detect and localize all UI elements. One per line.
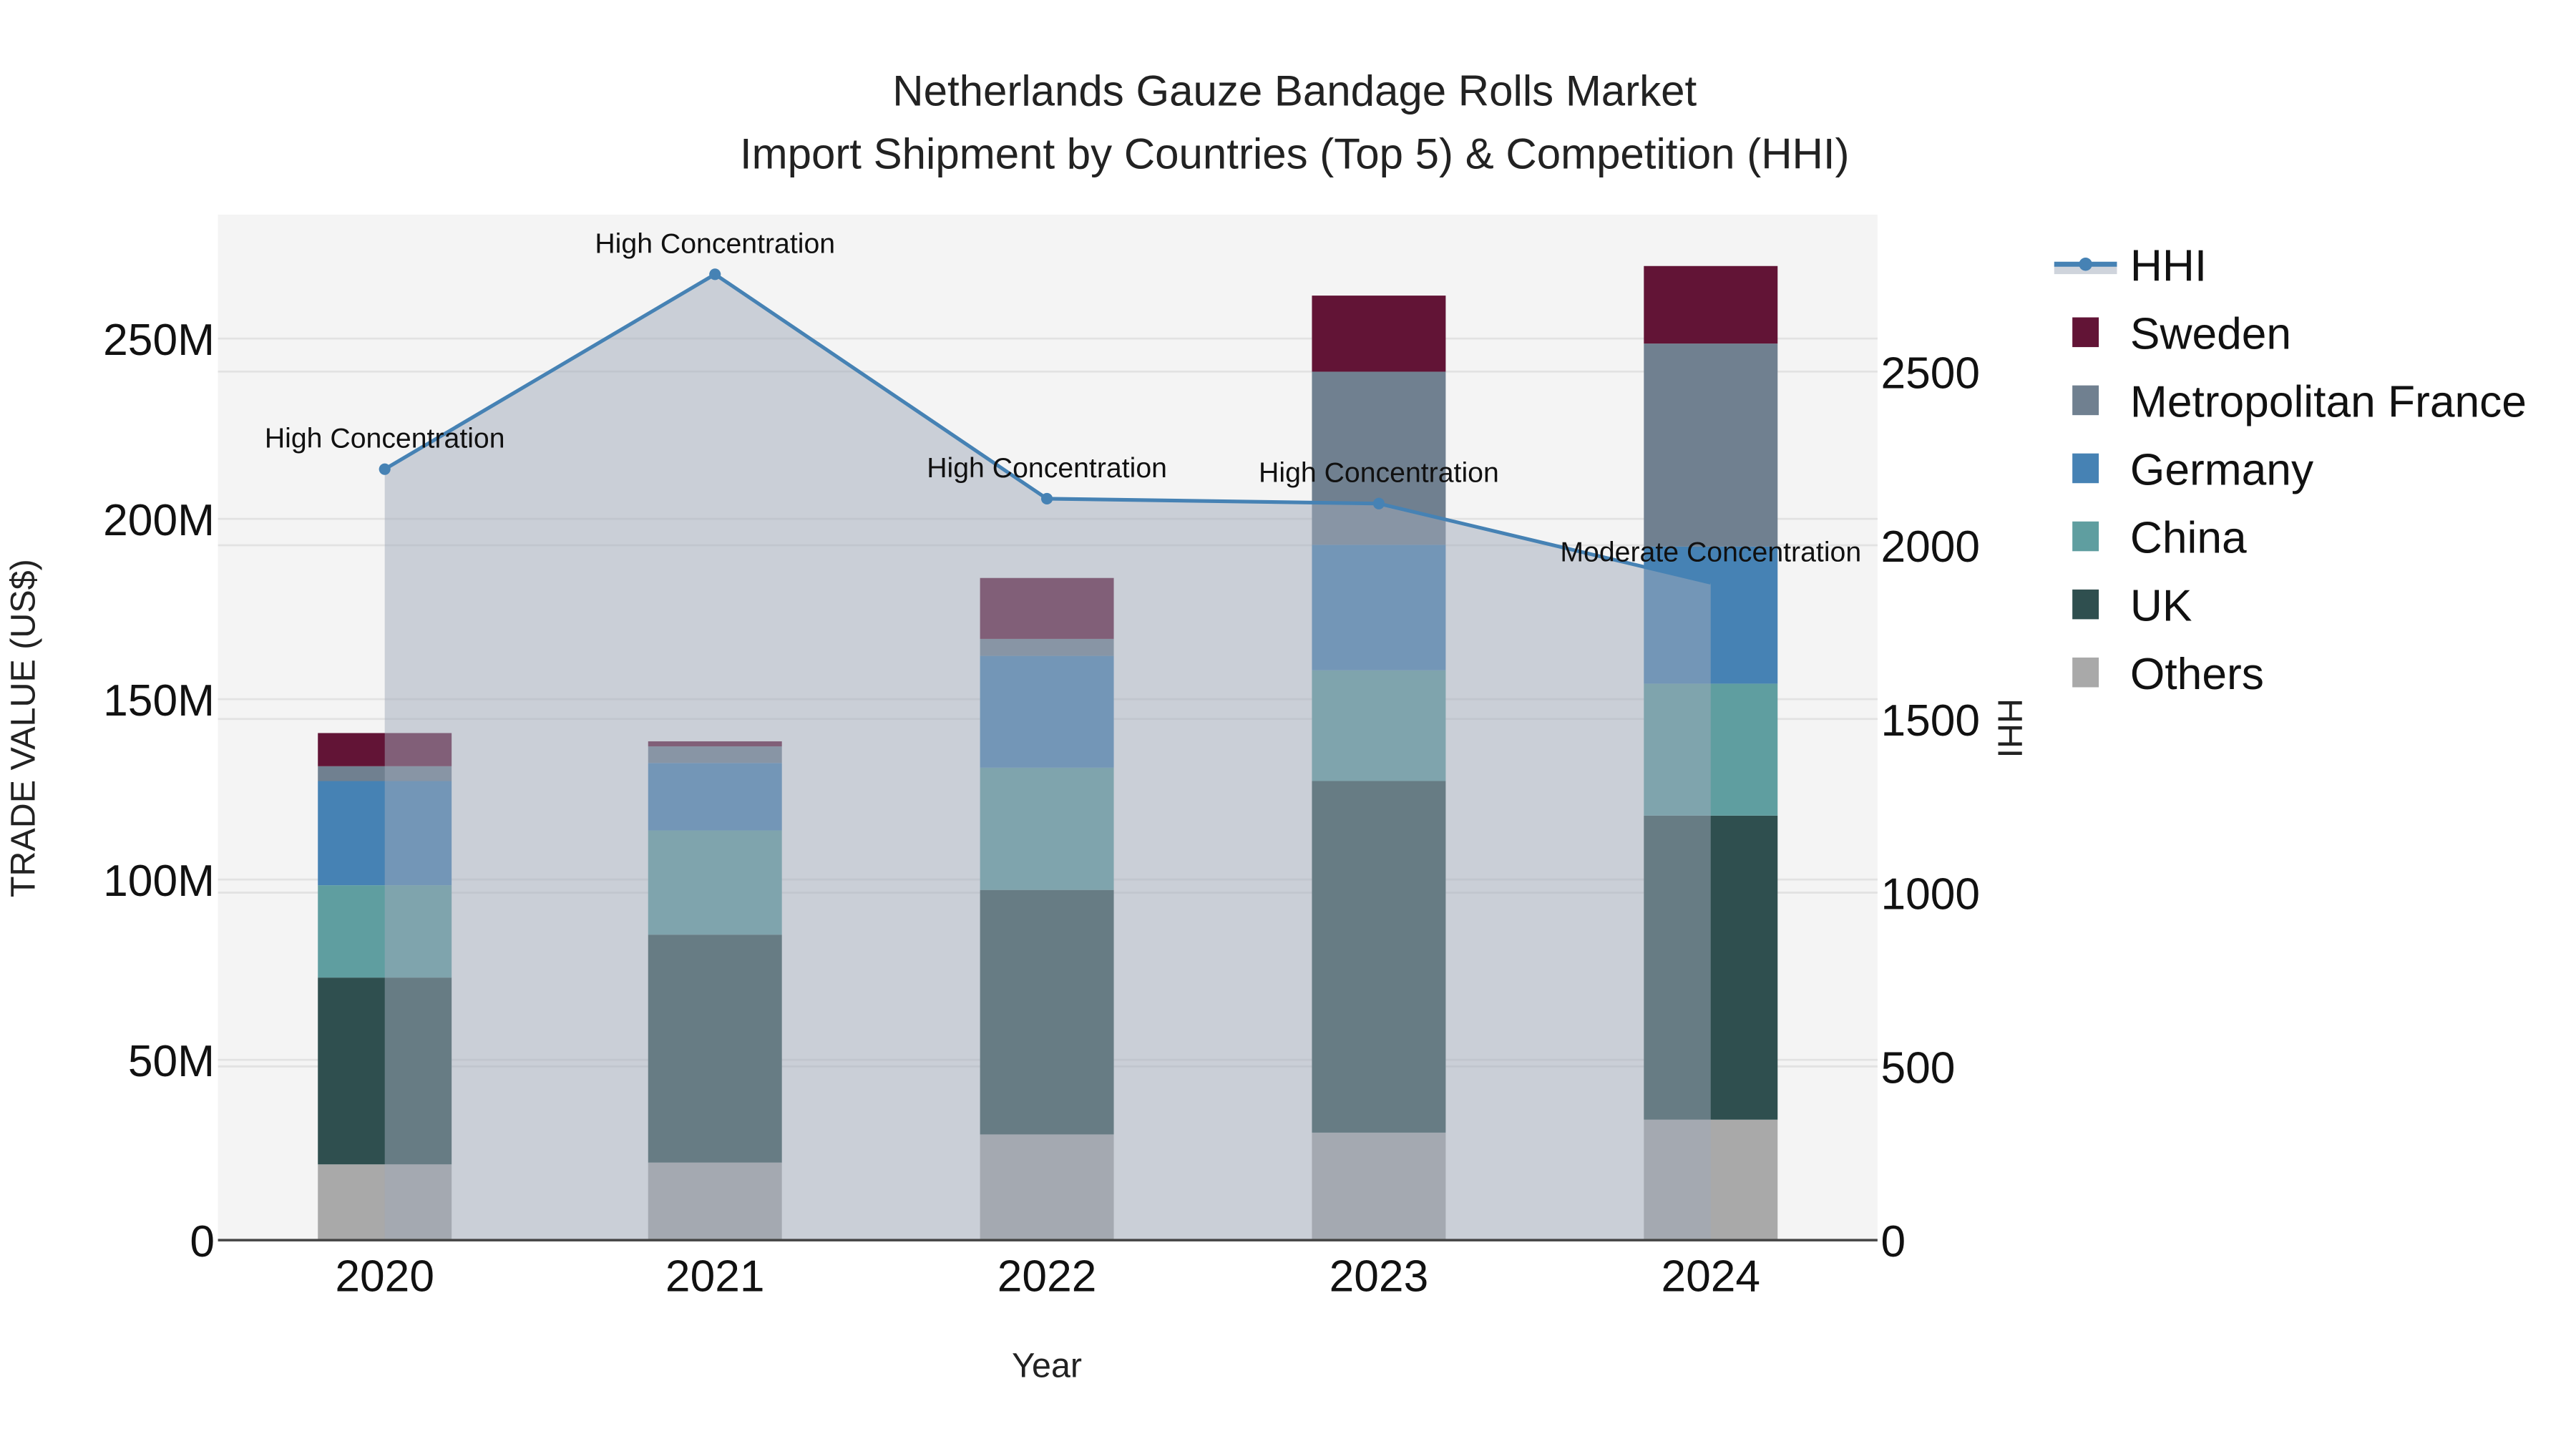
- y-right-ticks: 0 500 1000 1500 2000 2500: [1880, 348, 1980, 1267]
- hhi-annotation: High Concentration: [265, 423, 505, 454]
- x-ticks: 2020 2021 2022 2023 2024: [335, 1252, 1760, 1302]
- bar-segment-metropolitan-france: [1644, 343, 1778, 547]
- legend-label: HHI: [2130, 241, 2207, 291]
- legend-swatch-icon: [2072, 317, 2099, 348]
- hhi-marker: [709, 268, 721, 280]
- hhi-annotation: High Concentration: [595, 228, 835, 259]
- chart-title-line2: Import Shipment by Countries (Top 5) & C…: [740, 130, 1850, 177]
- hhi-marker: [379, 463, 391, 475]
- y-right-tick: 1000: [1880, 870, 1980, 919]
- x-tick: 2023: [1330, 1252, 1429, 1302]
- y-right-tick: 500: [1880, 1043, 1955, 1093]
- y-right-tick: 2500: [1880, 348, 1980, 398]
- legend-item-metropolitan-france[interactable]: Metropolitan France: [2072, 377, 2527, 426]
- y-left-tick: 50M: [128, 1037, 215, 1086]
- bar-segment-sweden: [1644, 265, 1778, 344]
- y-left-tick: 250M: [103, 316, 215, 365]
- legend-label: UK: [2130, 582, 2192, 631]
- legend-label: China: [2130, 514, 2247, 563]
- y-left-tick: 200M: [103, 496, 215, 545]
- legend-item-others[interactable]: Others: [2072, 650, 2264, 699]
- y-right-tick: 0: [1880, 1217, 1906, 1267]
- hhi-annotation: Moderate Concentration: [1560, 536, 1861, 567]
- legend: HHI Sweden Metropolitan France Germany China…: [2054, 241, 2527, 699]
- legend-item-hhi[interactable]: HHI: [2054, 241, 2207, 291]
- y-right-tick: 1500: [1880, 696, 1980, 746]
- legend-item-sweden[interactable]: Sweden: [2072, 309, 2291, 358]
- legend-label: Others: [2130, 650, 2264, 699]
- legend-swatch-icon: [2072, 589, 2099, 620]
- y-left-tick: 0: [190, 1217, 215, 1267]
- legend-swatch-icon: [2072, 657, 2099, 688]
- x-tick: 2022: [997, 1252, 1097, 1302]
- y-left-tick: 100M: [103, 857, 215, 906]
- legend-marker-icon: [2079, 258, 2092, 271]
- legend-label: Germany: [2130, 446, 2314, 495]
- hhi-annotation: High Concentration: [927, 452, 1167, 484]
- legend-label: Sweden: [2130, 309, 2291, 358]
- legend-swatch-icon: [2072, 521, 2099, 552]
- y-right-tick: 2000: [1880, 522, 1980, 572]
- y-right-axis-label: HHI: [1990, 698, 2029, 758]
- hhi-annotation: High Concentration: [1259, 457, 1499, 489]
- y-left-tick: 150M: [103, 676, 215, 726]
- legend-swatch-icon: [2072, 385, 2099, 416]
- bar-segment-sweden: [1312, 296, 1446, 372]
- x-axis-label: Year: [1012, 1347, 1082, 1385]
- y-left-axis-label: TRADE VALUE (US$): [4, 559, 42, 897]
- hhi-area-fill: [384, 274, 1711, 1241]
- hhi-marker: [1372, 497, 1385, 509]
- legend-item-germany[interactable]: Germany: [2072, 446, 2314, 495]
- chart-title-line1: Netherlands Gauze Bandage Rolls Market: [892, 67, 1697, 115]
- hhi-marker: [1041, 492, 1053, 505]
- y-left-ticks: 0 50M 100M 150M 200M 250M: [103, 316, 215, 1267]
- hhi-annotations: High Concentration High Concentration High…: [265, 228, 1861, 567]
- x-tick: 2020: [335, 1252, 434, 1302]
- legend-item-uk[interactable]: UK: [2072, 582, 2192, 631]
- x-tick: 2024: [1661, 1252, 1760, 1302]
- legend-item-china[interactable]: China: [2072, 514, 2247, 563]
- legend-label: Metropolitan France: [2130, 377, 2527, 426]
- legend-swatch-icon: [2072, 453, 2099, 484]
- hhi-line: [379, 268, 1712, 1241]
- x-tick: 2021: [665, 1252, 765, 1302]
